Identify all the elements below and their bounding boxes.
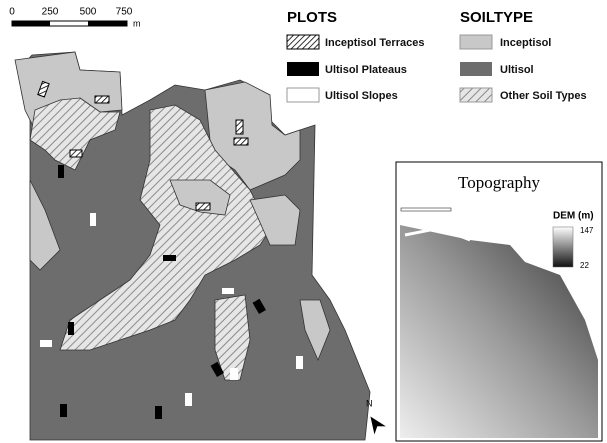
- legend-title: PLOTS: [287, 9, 337, 26]
- legend-item: Inceptisol: [500, 37, 551, 49]
- scale-bar: 0 250 500 750 m: [9, 7, 140, 29]
- dem-title: DEM (m): [553, 211, 594, 222]
- inset-title: Topography: [458, 173, 540, 192]
- legend-item: Other Soil Types: [500, 90, 587, 102]
- scale-label: 0: [9, 7, 15, 18]
- dem-min: 22: [580, 261, 589, 270]
- legend: PLOTS Inceptisol Terraces Ultisol Platea…: [286, 9, 587, 103]
- dem-max: 147: [580, 226, 594, 235]
- legend-item: Ultisol: [500, 64, 534, 76]
- legend-item: Inceptisol Terraces: [325, 37, 424, 49]
- scale-unit: m: [133, 18, 141, 28]
- legend-title: SOILTYPE: [460, 9, 533, 26]
- soil-map: [14, 51, 371, 441]
- scale-label: 250: [42, 7, 59, 18]
- topography-inset: Topography DEM (m) 147 22: [395, 161, 603, 442]
- north-label: N: [366, 398, 373, 408]
- scale-label: 750: [116, 7, 133, 18]
- scale-label: 500: [80, 7, 97, 18]
- legend-item: Ultisol Slopes: [325, 90, 398, 102]
- plots: [37, 80, 303, 419]
- north-arrow: N: [366, 398, 386, 435]
- legend-item: Ultisol Plateaus: [325, 64, 407, 76]
